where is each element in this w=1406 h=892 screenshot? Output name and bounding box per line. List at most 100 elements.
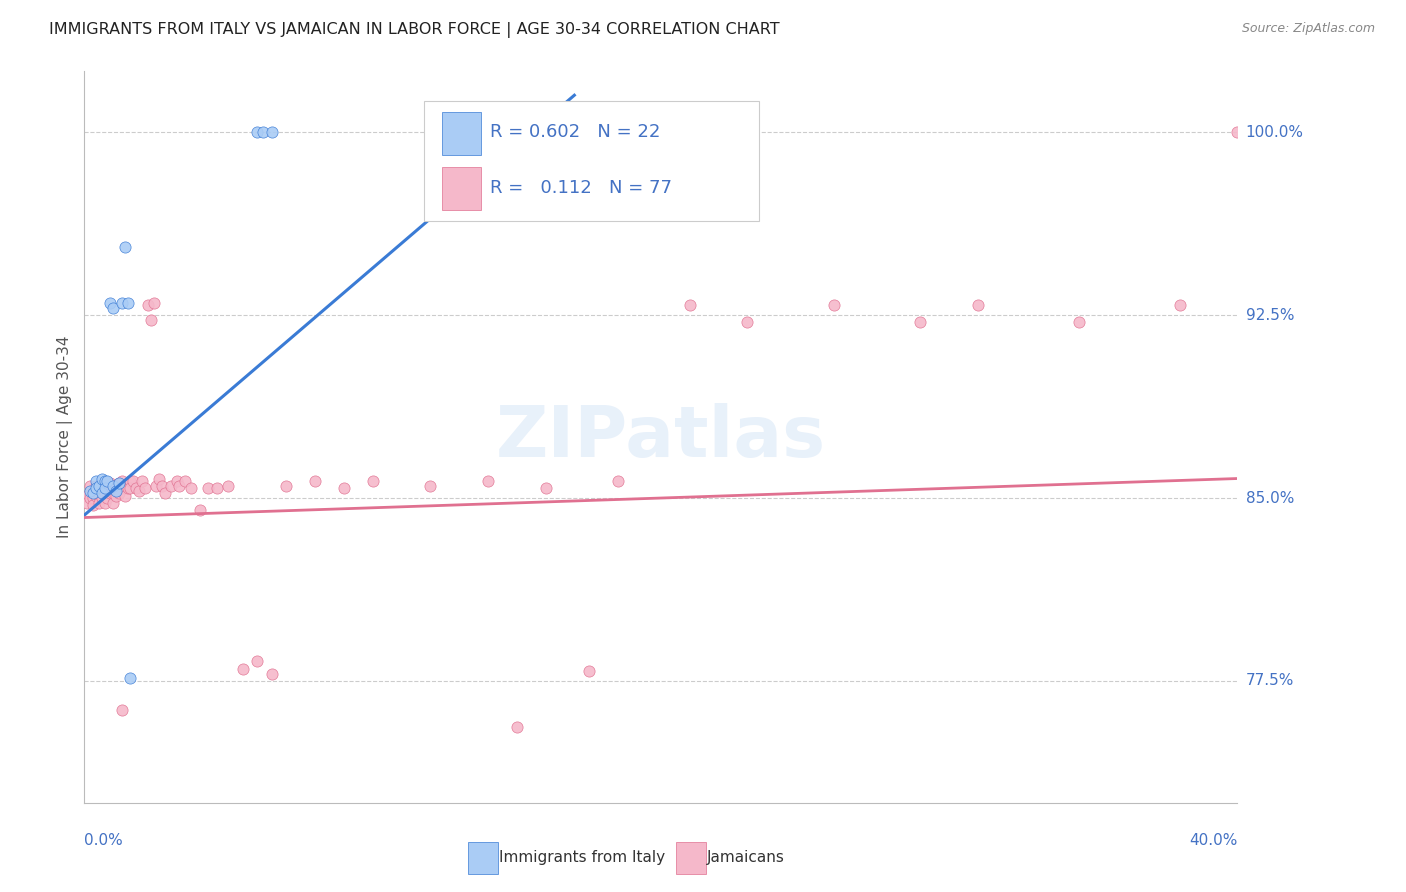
Point [128, 483, 150, 498]
Point [160, 479, 183, 493]
Point [111, 296, 134, 310]
FancyBboxPatch shape [441, 112, 481, 155]
Point [79, 479, 101, 493]
Point [174, 474, 197, 488]
Point [1226, 125, 1249, 139]
Point [114, 481, 136, 495]
Point [122, 474, 145, 488]
Point [134, 481, 156, 495]
Point [90, 491, 112, 505]
Point [419, 479, 441, 493]
Text: R =   0.112   N = 77: R = 0.112 N = 77 [491, 179, 672, 197]
Point [103, 301, 124, 315]
Point [333, 481, 356, 495]
Point [82, 499, 104, 513]
Text: 100.0%: 100.0% [1246, 125, 1303, 140]
Point [114, 489, 136, 503]
Point [361, 474, 384, 488]
Point [90, 486, 112, 500]
Point [103, 479, 124, 493]
Point [534, 481, 557, 495]
Point [105, 483, 128, 498]
Point [87, 496, 110, 510]
Point [87, 481, 110, 495]
Point [108, 476, 131, 491]
Point [205, 481, 228, 495]
Point [276, 479, 298, 493]
Text: 40.0%: 40.0% [1189, 833, 1237, 848]
Point [197, 481, 219, 495]
Point [98, 296, 121, 310]
Point [120, 474, 142, 488]
FancyBboxPatch shape [441, 167, 481, 211]
Point [96, 474, 118, 488]
Point [131, 474, 153, 488]
Point [145, 479, 167, 493]
Point [93, 486, 115, 500]
Point [737, 316, 759, 330]
Point [1168, 298, 1191, 312]
Point [304, 474, 326, 488]
Point [93, 474, 115, 488]
Text: Jamaicans: Jamaicans [707, 850, 785, 865]
Point [252, 125, 274, 139]
Text: 92.5%: 92.5% [1246, 308, 1294, 323]
Point [246, 654, 269, 668]
Text: 85.0%: 85.0% [1246, 491, 1294, 506]
Point [111, 703, 134, 717]
Point [79, 491, 101, 505]
Point [82, 491, 104, 505]
FancyBboxPatch shape [676, 841, 706, 874]
Point [82, 483, 104, 498]
Point [910, 316, 932, 330]
Point [79, 483, 101, 498]
Point [117, 481, 139, 495]
Point [506, 720, 529, 734]
Point [232, 662, 254, 676]
Point [246, 125, 269, 139]
Point [139, 313, 162, 327]
Point [166, 474, 188, 488]
Point [96, 481, 118, 495]
Point [87, 479, 110, 493]
Point [114, 240, 136, 254]
Point [606, 474, 628, 488]
Text: 77.5%: 77.5% [1246, 673, 1294, 689]
Point [967, 298, 990, 312]
Point [260, 666, 283, 681]
Point [477, 474, 499, 488]
Point [76, 489, 98, 503]
Text: R = 0.602   N = 22: R = 0.602 N = 22 [491, 123, 661, 141]
Point [87, 489, 110, 503]
Point [103, 496, 124, 510]
Point [84, 474, 107, 488]
Point [150, 479, 173, 493]
Point [153, 486, 176, 500]
Text: 0.0%: 0.0% [84, 833, 124, 848]
Text: ZIPatlas: ZIPatlas [496, 402, 825, 472]
FancyBboxPatch shape [468, 841, 498, 874]
Point [93, 481, 115, 495]
FancyBboxPatch shape [425, 101, 759, 221]
Point [169, 479, 191, 493]
Point [142, 296, 165, 310]
Point [84, 489, 107, 503]
Point [148, 471, 170, 485]
Point [93, 496, 115, 510]
Point [93, 476, 115, 491]
Point [188, 503, 211, 517]
Point [218, 479, 240, 493]
Text: Source: ZipAtlas.com: Source: ZipAtlas.com [1241, 22, 1375, 36]
Text: IMMIGRANTS FROM ITALY VS JAMAICAN IN LABOR FORCE | AGE 30-34 CORRELATION CHART: IMMIGRANTS FROM ITALY VS JAMAICAN IN LAB… [49, 22, 780, 38]
Point [105, 481, 128, 495]
Point [90, 481, 112, 495]
Point [136, 298, 159, 312]
Point [823, 298, 845, 312]
Point [120, 672, 142, 686]
Point [111, 474, 134, 488]
Point [96, 491, 118, 505]
Point [105, 489, 128, 503]
Point [117, 296, 139, 310]
Point [98, 486, 121, 500]
Text: Immigrants from Italy: Immigrants from Italy [499, 850, 665, 865]
